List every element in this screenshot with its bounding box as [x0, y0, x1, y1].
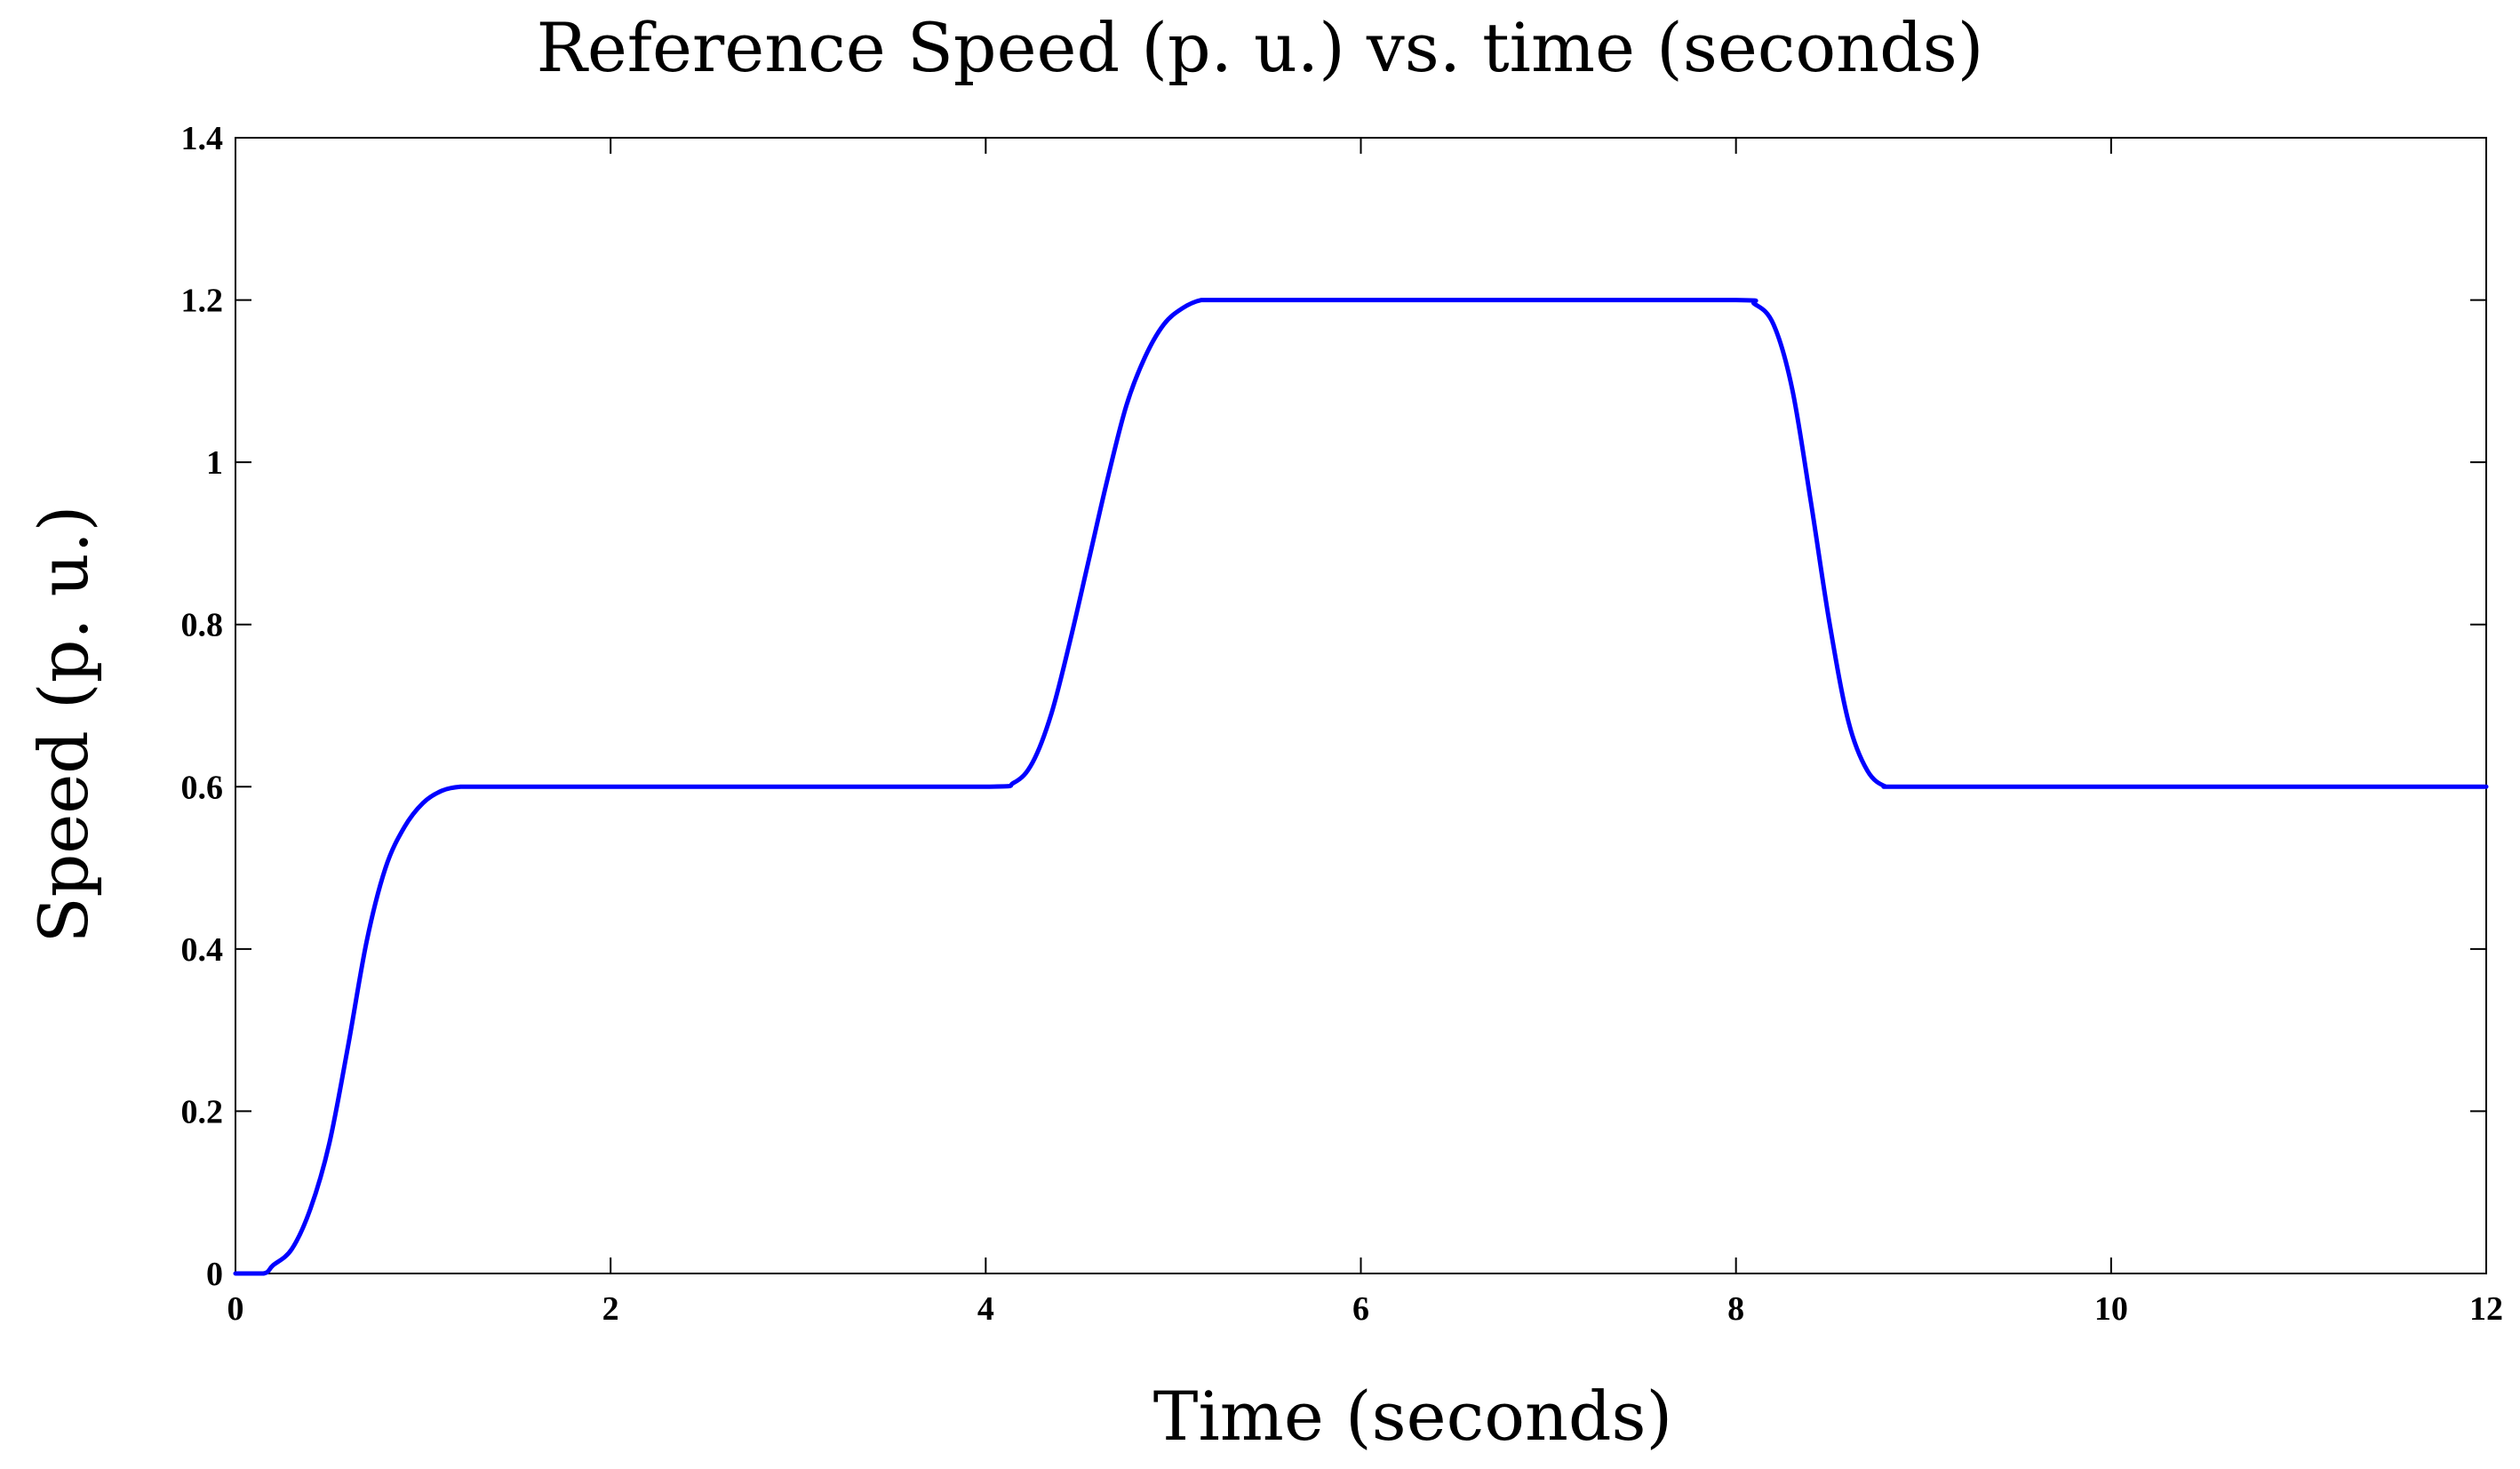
chart-title: Reference Speed (p. u.) vs. time (second…	[537, 8, 1984, 87]
y-tick-label: 1	[206, 444, 223, 482]
x-tick-label: 12	[2469, 1290, 2503, 1328]
x-axis-label: Time (seconds)	[1153, 1377, 1672, 1456]
y-tick-label: 0.8	[181, 607, 224, 644]
x-tick-label: 8	[1727, 1290, 1744, 1328]
series-layer	[233, 298, 2489, 1276]
series-line-0	[233, 298, 2489, 1276]
y-tick-label: 0	[206, 1256, 223, 1293]
y-tick-label: 1.2	[181, 283, 224, 320]
y-tick-label: 0.6	[181, 769, 224, 806]
y-tick-label: 0.2	[181, 1093, 224, 1130]
axis-ticks: 0 2 4 6 8 10 12 0 0.2 0.4 0.6 0.8 1 1.2 1.4	[181, 120, 2504, 1328]
x-tick-label: 6	[1352, 1290, 1369, 1328]
x-tick-label: 0	[227, 1290, 244, 1328]
x-tick-label: 10	[2094, 1290, 2128, 1328]
plot-area-frame	[235, 137, 2487, 1274]
y-tick-label: 0.4	[181, 931, 224, 969]
x-tick-label: 2	[602, 1290, 619, 1328]
y-axis-label: Speed (p. u.)	[24, 506, 103, 944]
x-tick-label: 4	[977, 1290, 994, 1328]
y-tick-label: 1.4	[181, 120, 224, 157]
